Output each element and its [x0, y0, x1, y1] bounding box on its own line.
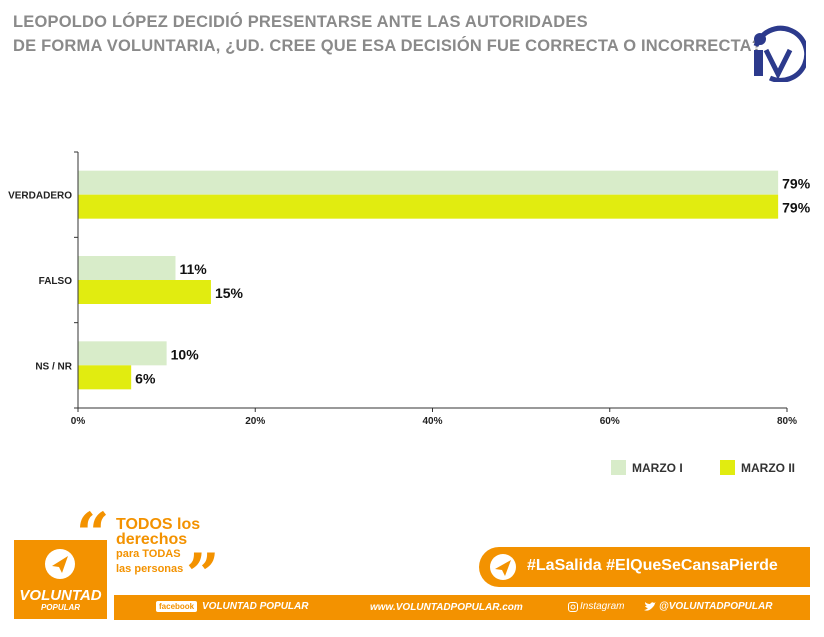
facebook-link[interactable]: VOLUNTAD POPULAR: [202, 601, 309, 612]
legend-label-marzo-1: MARZO I: [632, 461, 683, 475]
twitter-icon: [644, 602, 656, 611]
slogan-line-2: derechos: [116, 531, 188, 548]
instagram-link[interactable]: Instagram: [580, 601, 625, 612]
x-tick-label: 40%: [422, 416, 442, 427]
x-tick-label: 80%: [777, 416, 797, 427]
title-line-1: LEOPOLDO LÓPEZ DECIDIÓ PRESENTARSE ANTE …: [13, 13, 588, 31]
bar: [78, 170, 779, 195]
legend-label-marzo-2: MARZO II: [741, 461, 795, 475]
arrow-icon: [45, 549, 75, 579]
bar-value-label: 10%: [171, 346, 200, 362]
bar-value-label: 15%: [215, 285, 244, 301]
social-bar: facebook VOLUNTAD POPULAR www.VOLUNTADPO…: [114, 595, 810, 620]
ivad-logo: [753, 25, 806, 82]
category-label: FALSO: [39, 276, 73, 287]
brand-sub: POPULAR: [40, 603, 81, 612]
chart-title: LEOPOLDO LÓPEZ DECIDIÓ PRESENTARSE ANTE …: [13, 10, 763, 58]
slogan-line-4: las personas: [116, 563, 184, 575]
bar-value-label: 79%: [782, 176, 811, 192]
bar: [78, 341, 167, 366]
title-line-2: DE FORMA VOLUNTARIA, ¿UD. CREE QUE ESA D…: [13, 37, 763, 55]
bar-value-label: 11%: [179, 261, 207, 277]
hashtags: #LaSalida #ElQueSeCansaPierde: [527, 557, 778, 574]
bar: [78, 194, 779, 219]
brand-name: VOLUNTAD: [19, 587, 102, 604]
website-link[interactable]: www.VOLUNTADPOPULAR.com: [370, 602, 523, 613]
bar: [78, 365, 132, 390]
legend-swatch-marzo-1: [611, 460, 626, 475]
legend: MARZO I MARZO II: [611, 460, 811, 480]
arrow-icon: [490, 554, 516, 580]
twitter-link[interactable]: @VOLUNTADPOPULAR: [659, 601, 773, 612]
x-tick-label: 20%: [245, 416, 265, 427]
legend-swatch-marzo-2: [720, 460, 735, 475]
category-label: NS / NR: [35, 361, 72, 372]
slogan-line-3: para TODAS: [116, 548, 181, 560]
hashtag-banner: #LaSalida #ElQueSeCansaPierde: [479, 547, 810, 587]
x-tick-label: 60%: [600, 416, 620, 427]
category-label: VERDADERO: [8, 191, 72, 202]
slogan-line-1: TODOS los: [116, 516, 201, 533]
slogan: TODOS los derechos para TODAS las person…: [116, 517, 200, 577]
x-tick-label: 0%: [71, 416, 86, 427]
close-quote-icon: ”: [186, 541, 220, 609]
bar-chart: VERDADERO 79% 79% FALSO 11% 15% NS / NR 10% 6% 0%…: [8, 151, 811, 427]
bar: [78, 256, 176, 280]
bar-value-label: 6%: [135, 370, 156, 386]
instagram-icon: [568, 602, 578, 612]
facebook-icon: facebook: [156, 601, 198, 612]
bar: [78, 280, 211, 304]
voluntad-popular-logo: VOLUNTAD POPULAR: [14, 540, 107, 619]
bar-value-label: 79%: [782, 200, 811, 216]
